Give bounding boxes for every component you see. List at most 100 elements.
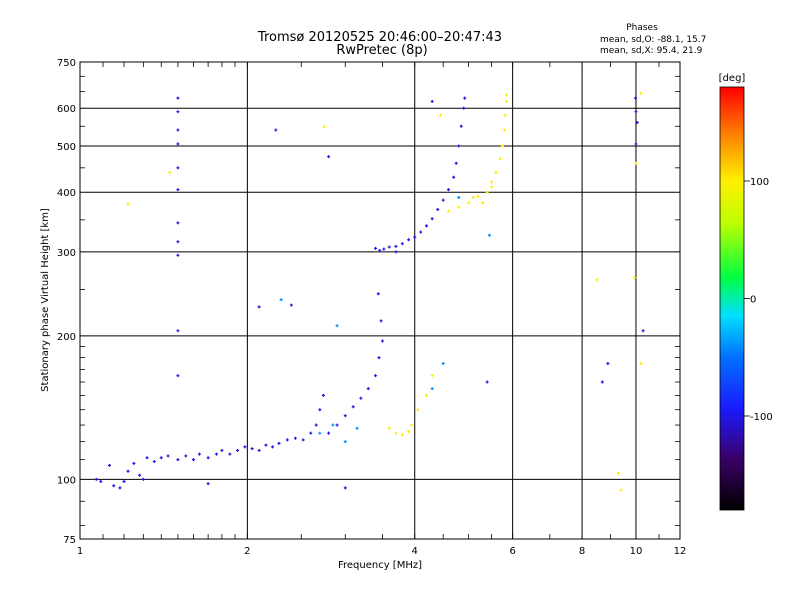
data-point: [118, 486, 122, 490]
data-point: [176, 329, 180, 333]
data-point: [600, 380, 604, 384]
x-tick-label: 4: [412, 546, 418, 557]
plot-frame: [79, 61, 681, 540]
data-point: [634, 161, 638, 165]
data-point: [355, 426, 359, 430]
data-point: [413, 235, 417, 239]
data-point: [639, 91, 643, 95]
data-point: [176, 188, 180, 192]
data-point: [126, 202, 130, 206]
colorbar-unit-label: [deg]: [719, 73, 746, 84]
data-point: [441, 361, 445, 365]
phases-o-stats: mean, sd,O: -88.1, 15.7: [600, 35, 706, 45]
data-point: [271, 445, 275, 449]
data-point: [377, 356, 381, 360]
x-tick-label: 2: [244, 546, 250, 557]
data-point: [327, 155, 331, 159]
phases-x-stats: mean, sd,X: 95.4, 21.9: [600, 46, 703, 56]
data-point: [379, 319, 383, 323]
colorbar-tick-label: 0: [750, 295, 756, 306]
data-point: [335, 324, 339, 328]
data-point: [485, 190, 489, 194]
data-point: [463, 96, 467, 100]
x-tick-label: 12: [674, 546, 687, 557]
data-point: [487, 233, 491, 237]
data-point: [462, 106, 466, 110]
x-tick-label: 10: [630, 546, 643, 557]
data-point: [176, 240, 180, 244]
data-point: [122, 479, 126, 483]
data-point: [400, 433, 404, 437]
data-point: [485, 380, 489, 384]
data-point: [176, 96, 180, 100]
y-axis-ticks: 75 100 200 300 400 500 600 750: [57, 58, 680, 546]
data-point: [327, 431, 331, 435]
data-point: [191, 458, 195, 462]
data-point: [250, 447, 254, 451]
data-point: [274, 128, 278, 132]
data-point: [314, 423, 318, 427]
x-tick-label: 6: [509, 546, 515, 557]
y-tick-label: 200: [57, 332, 76, 343]
data-point: [228, 452, 232, 456]
y-tick-label: 300: [57, 248, 76, 259]
data-point: [634, 142, 638, 146]
data-point: [264, 443, 268, 447]
data-point: [176, 221, 180, 225]
data-point: [277, 441, 281, 445]
data-point: [322, 125, 326, 129]
data-point: [176, 253, 180, 257]
data-point: [257, 305, 261, 309]
data-point: [633, 276, 637, 280]
data-point: [145, 456, 149, 460]
y-axis-label: Stationary phase Virtual Height [km]: [40, 208, 51, 392]
data-point: [430, 387, 434, 391]
data-point: [301, 438, 305, 442]
data-point: [285, 438, 289, 442]
chart-subtitle: RwPretec (8p): [336, 43, 427, 58]
data-point: [236, 448, 240, 452]
data-point: [394, 250, 398, 254]
data-point: [441, 198, 445, 202]
data-point: [176, 110, 180, 114]
data-point: [293, 436, 297, 440]
x-axis-ticks: 1 2 4 6 8 10 12: [77, 62, 687, 557]
grid-lines: [80, 62, 680, 539]
data-point: [351, 405, 355, 409]
data-point: [343, 414, 347, 418]
data-point: [452, 175, 456, 179]
data-point: [430, 374, 434, 378]
data-point: [387, 426, 391, 430]
y-tick-label: 100: [57, 475, 76, 486]
data-point: [132, 461, 136, 465]
data-point: [634, 110, 638, 114]
data-point: [490, 185, 494, 189]
data-point: [498, 157, 502, 161]
data-point: [459, 124, 463, 128]
data-point: [430, 99, 434, 103]
data-point: [481, 201, 485, 205]
data-point: [407, 238, 411, 242]
data-point: [494, 170, 498, 174]
data-point: [633, 96, 637, 100]
colorbar-tick-label: -100: [750, 412, 773, 423]
data-point: [168, 170, 172, 174]
colorbar-tick-label: 100: [750, 177, 769, 188]
data-point: [436, 207, 440, 211]
data-point: [595, 278, 599, 282]
data-point: [635, 121, 639, 125]
data-point: [166, 454, 170, 458]
data-point: [425, 393, 429, 397]
data-point: [206, 482, 210, 486]
data-point: [318, 431, 322, 435]
data-point: [176, 128, 180, 132]
y-tick-label: 600: [57, 104, 76, 115]
data-point: [502, 128, 506, 132]
data-point: [457, 144, 461, 148]
data-point: [639, 361, 643, 365]
data-point: [616, 471, 620, 475]
data-point: [471, 195, 475, 199]
data-point: [309, 431, 313, 435]
data-point: [419, 230, 423, 234]
